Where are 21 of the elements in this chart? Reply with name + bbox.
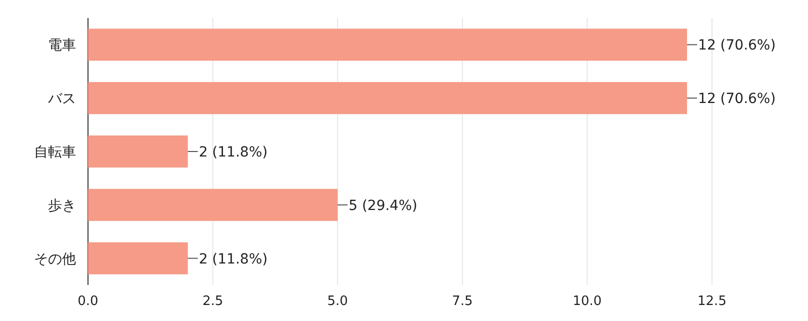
data-label: 2 (11.8%) bbox=[198, 144, 268, 160]
x-tick-label: 12.5 bbox=[698, 294, 726, 309]
bar bbox=[88, 188, 338, 221]
bar bbox=[88, 28, 688, 61]
data-label: 12 (70.6%) bbox=[698, 38, 776, 54]
y-tick-label: その他 bbox=[34, 251, 76, 268]
y-tick-label: 電車 bbox=[48, 38, 76, 54]
x-tick-label: 0.0 bbox=[78, 294, 98, 309]
data-label: 2 (11.8%) bbox=[198, 251, 268, 268]
y-tick-label: バス bbox=[47, 91, 76, 108]
bar bbox=[88, 82, 688, 114]
data-label: 5 (29.4%) bbox=[348, 198, 418, 214]
x-tick-label: 10.0 bbox=[572, 294, 602, 309]
x-tick-label: 7.5 bbox=[452, 294, 473, 309]
x-tick-label: 5.0 bbox=[327, 294, 348, 309]
bar bbox=[88, 242, 188, 274]
y-tick-label: 歩き bbox=[48, 198, 76, 214]
bar bbox=[88, 135, 188, 168]
data-label: 12 (70.6%) bbox=[698, 91, 776, 108]
y-tick-label: 自転車 bbox=[34, 144, 76, 160]
x-tick-label: 2.5 bbox=[202, 294, 224, 309]
